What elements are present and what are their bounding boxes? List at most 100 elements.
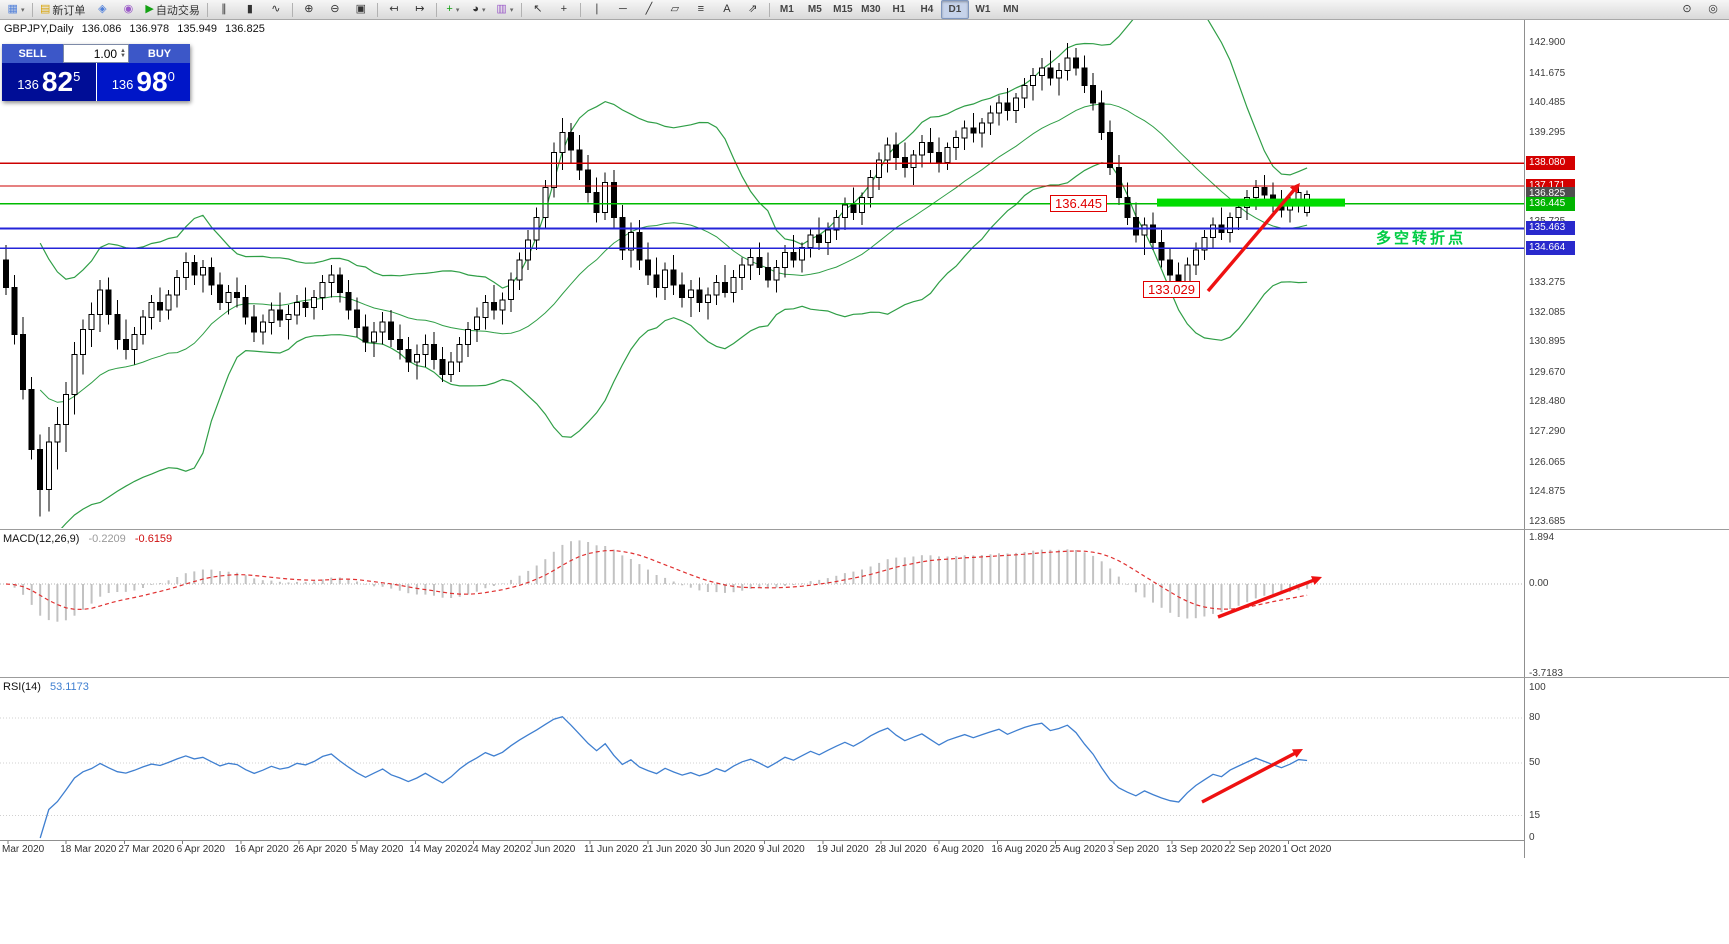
sell-button[interactable]: SELL bbox=[2, 44, 63, 63]
templates-button-icon: ▥ bbox=[496, 3, 507, 15]
channel-button[interactable]: ▱ bbox=[662, 0, 688, 19]
date-label: 16 Apr 2020 bbox=[234, 844, 289, 855]
zoom-in-button[interactable]: ⊕ bbox=[296, 0, 322, 19]
bar-chart-button[interactable]: ∥ bbox=[211, 0, 237, 19]
new-chart-button[interactable]: ▦ ▾ bbox=[3, 0, 29, 19]
candlestick-chart-button[interactable]: ▮ bbox=[237, 0, 263, 19]
tf-d1-button[interactable]: D1 bbox=[940, 0, 969, 19]
pane-separator-macd[interactable] bbox=[0, 529, 1729, 530]
rsi-label: RSI(14) 53.1173 bbox=[3, 681, 95, 693]
price-axis-label: 139.295 bbox=[1529, 126, 1566, 138]
tf-h1-button-label: H1 bbox=[892, 4, 906, 15]
macd-pane-layer bbox=[0, 540, 1524, 622]
price-annotation-136445[interactable]: 136.445 bbox=[1050, 195, 1107, 212]
tf-m1-button[interactable]: M1 bbox=[773, 0, 801, 19]
bollinger-bands bbox=[39, 20, 1308, 528]
price-axis-label: 130.895 bbox=[1529, 336, 1566, 348]
spinner-up-icon[interactable]: ▲ bbox=[120, 47, 126, 54]
arrow-objects-button[interactable]: ⇗ bbox=[740, 0, 766, 19]
buy-price-big: 98 bbox=[136, 66, 168, 97]
rsi-pane-layer bbox=[0, 715, 1524, 839]
tf-m5-button[interactable]: M5 bbox=[801, 0, 829, 19]
dropdown-arrow-icon: ▾ bbox=[509, 6, 514, 14]
dropdown-arrow-icon: ▾ bbox=[481, 6, 486, 14]
cursor-button[interactable]: ↖ bbox=[525, 0, 551, 19]
buy-button[interactable]: BUY bbox=[129, 44, 190, 63]
date-label: 14 May 2020 bbox=[409, 844, 468, 855]
rsi-scale-label: 15 bbox=[1529, 809, 1541, 821]
tf-h4-button[interactable]: H4 bbox=[913, 0, 941, 19]
indicators-button[interactable]: + ▾ bbox=[440, 0, 466, 19]
new-order-button[interactable]: ▤ 新订单 bbox=[36, 0, 89, 19]
toolbar-separator bbox=[520, 2, 522, 17]
support-zone-bar[interactable] bbox=[1157, 198, 1345, 207]
volume-input[interactable]: 1.00 ▲ ▼ bbox=[63, 44, 129, 63]
macd-scale-label: 0.00 bbox=[1529, 578, 1549, 589]
tf-h1-button[interactable]: H1 bbox=[885, 0, 913, 19]
pan-button[interactable]: ◎ bbox=[1700, 0, 1726, 19]
high-value: 136.978 bbox=[129, 23, 170, 35]
auto-scroll-button[interactable]: ↤ bbox=[381, 0, 407, 19]
toolbar-separator bbox=[376, 2, 378, 17]
data-window-button[interactable]: ◉ bbox=[115, 0, 141, 19]
rsi-name: RSI(14) bbox=[3, 681, 41, 693]
time-axis[interactable] bbox=[0, 840, 1524, 861]
tf-m15-button[interactable]: M15 bbox=[829, 0, 857, 19]
buy-price-button[interactable]: 136 98 0 bbox=[95, 63, 190, 101]
tf-m30-button[interactable]: M30 bbox=[857, 0, 885, 19]
tf-h4-button-label: H4 bbox=[920, 4, 934, 15]
turning-point-annotation[interactable]: 多空转折点 bbox=[1376, 230, 1467, 247]
date-label: 16 Aug 2020 bbox=[991, 844, 1048, 855]
toolbar-separator bbox=[291, 2, 293, 17]
chart-shift-button-icon: ↦ bbox=[415, 3, 425, 15]
date-label: 27 Mar 2020 bbox=[118, 844, 175, 855]
trendline-button-icon: ╱ bbox=[645, 3, 653, 15]
date-label: 25 Aug 2020 bbox=[1049, 844, 1106, 855]
tile-windows-button[interactable]: ▣ bbox=[348, 0, 374, 19]
vertical-line-button[interactable]: ∣ bbox=[584, 0, 610, 19]
auto-trading-button[interactable]: ▶ 自动交易 bbox=[141, 0, 203, 19]
templates-button[interactable]: ▥ ▾ bbox=[492, 0, 518, 19]
price-axis[interactable] bbox=[1524, 20, 1729, 858]
volume-spinner[interactable]: ▲ ▼ bbox=[120, 47, 126, 59]
spinner-down-icon[interactable]: ▼ bbox=[120, 52, 126, 59]
date-label: 21 Jun 2020 bbox=[642, 844, 698, 855]
price-level-box: 134.664 bbox=[1526, 241, 1575, 256]
pane-separator-rsi[interactable] bbox=[0, 677, 1729, 678]
text-label-button[interactable]: A bbox=[714, 0, 740, 19]
sell-price-big: 82 bbox=[41, 66, 74, 97]
buy-price-prefix: 136 bbox=[111, 77, 134, 92]
main-pane-layer bbox=[0, 20, 1524, 528]
rsi-scale-label: 80 bbox=[1529, 712, 1541, 723]
price-axis-label: 133.275 bbox=[1529, 276, 1566, 288]
search-button[interactable]: ⊙ bbox=[1674, 0, 1700, 19]
line-chart-button[interactable]: ∿ bbox=[263, 0, 289, 19]
trendline-button[interactable]: ╱ bbox=[636, 0, 662, 19]
crosshair-button[interactable]: + bbox=[551, 0, 577, 19]
trend-arrow[interactable] bbox=[1217, 576, 1322, 619]
date-label: 28 Jul 2020 bbox=[875, 844, 927, 855]
trend-arrow[interactable] bbox=[1206, 183, 1300, 293]
cursor-button-icon: ↖ bbox=[533, 3, 543, 15]
price-axis-label: 127.290 bbox=[1529, 426, 1566, 438]
periods-button[interactable]: ◕ ▾ bbox=[466, 0, 492, 19]
macd-signal-value: -0.6159 bbox=[134, 533, 173, 545]
market-watch-button[interactable]: ◈ bbox=[89, 0, 115, 19]
new-order-button-label: 新订单 bbox=[52, 4, 86, 17]
fibonacci-button[interactable]: ≡ bbox=[688, 0, 714, 19]
toolbar-separator bbox=[579, 2, 581, 17]
macd-label: MACD(12,26,9) -0.2209 -0.6159 bbox=[3, 533, 178, 545]
horizontal-line-button[interactable]: ─ bbox=[610, 0, 636, 19]
rsi-scale-label: 100 bbox=[1529, 682, 1546, 693]
price-annotation-133029[interactable]: 133.029 bbox=[1143, 281, 1200, 298]
sell-price-button[interactable]: 136 82 5 bbox=[2, 63, 96, 101]
zoom-out-button[interactable]: ⊖ bbox=[322, 0, 348, 19]
pan-button-icon: ◎ bbox=[1708, 3, 1718, 15]
trend-arrow[interactable] bbox=[1201, 749, 1303, 804]
tf-mn-button[interactable]: MN bbox=[997, 0, 1025, 19]
chart-shift-button[interactable]: ↦ bbox=[407, 0, 433, 19]
tf-w1-button[interactable]: W1 bbox=[969, 0, 997, 19]
price-axis-label: 142.900 bbox=[1529, 37, 1566, 48]
symbol-period-label: GBPJPY,Daily bbox=[4, 23, 74, 35]
